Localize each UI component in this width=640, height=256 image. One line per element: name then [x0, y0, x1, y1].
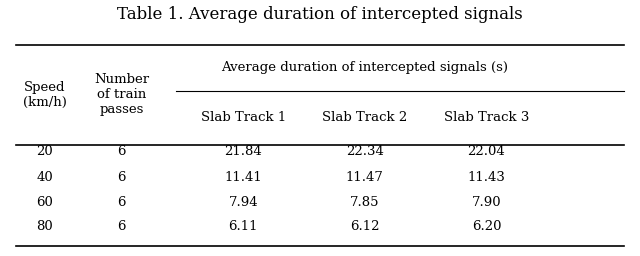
Text: 22.04: 22.04 — [468, 145, 505, 157]
Text: 40: 40 — [36, 172, 53, 184]
Text: Slab Track 2: Slab Track 2 — [322, 111, 408, 124]
Text: Average duration of intercepted signals (s): Average duration of intercepted signals … — [221, 61, 508, 74]
Text: 7.85: 7.85 — [350, 196, 380, 209]
Text: 11.41: 11.41 — [225, 172, 262, 184]
Text: 80: 80 — [36, 220, 53, 233]
Text: 11.43: 11.43 — [467, 172, 506, 184]
Text: 6: 6 — [117, 172, 126, 184]
Text: 11.47: 11.47 — [346, 172, 384, 184]
Text: 6.12: 6.12 — [350, 220, 380, 233]
Text: 20: 20 — [36, 145, 53, 157]
Text: Slab Track 3: Slab Track 3 — [444, 111, 529, 124]
Text: Slab Track 1: Slab Track 1 — [200, 111, 286, 124]
Text: 6: 6 — [117, 220, 126, 233]
Text: Number
of train
passes: Number of train passes — [94, 73, 149, 116]
Text: 21.84: 21.84 — [225, 145, 262, 157]
Text: 7.90: 7.90 — [472, 196, 501, 209]
Text: 22.34: 22.34 — [346, 145, 384, 157]
Text: 6: 6 — [117, 196, 126, 209]
Text: Speed
(km/h): Speed (km/h) — [23, 81, 67, 109]
Text: 6.20: 6.20 — [472, 220, 501, 233]
Text: 6: 6 — [117, 145, 126, 157]
Text: 7.94: 7.94 — [228, 196, 258, 209]
Text: 60: 60 — [36, 196, 53, 209]
Text: 6.11: 6.11 — [228, 220, 258, 233]
Text: Table 1. Average duration of intercepted signals: Table 1. Average duration of intercepted… — [117, 6, 523, 23]
